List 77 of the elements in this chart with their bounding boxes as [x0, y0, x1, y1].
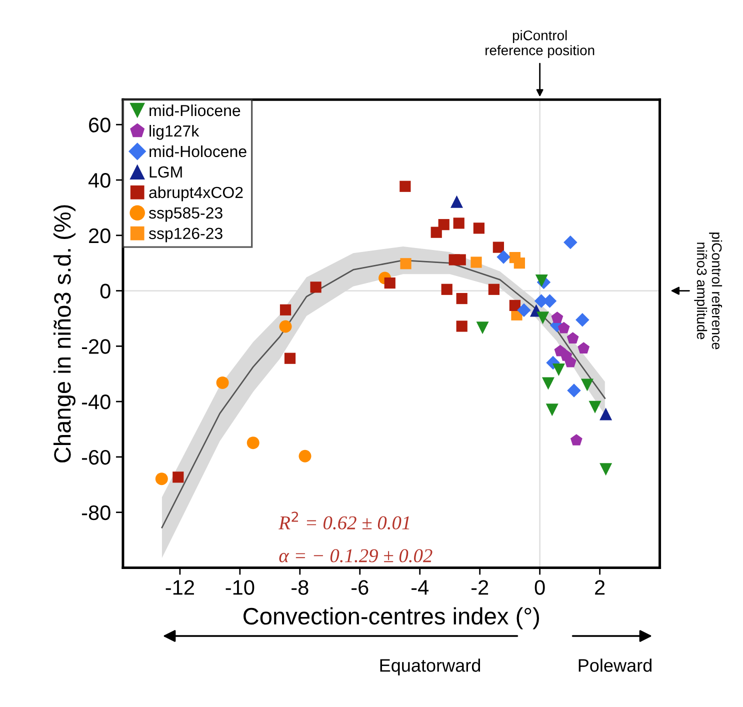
point [514, 258, 525, 269]
point [535, 274, 548, 288]
point [280, 304, 292, 316]
point [473, 222, 484, 234]
y-axis-title: Change in niño3 s.d. (%) [53, 205, 76, 462]
point [453, 218, 464, 229]
point [284, 352, 296, 364]
legend-label: ssp126-23 [148, 228, 222, 242]
x-tick-label: -4 [412, 580, 429, 595]
x-tick-label: -8 [292, 580, 308, 595]
point [576, 312, 590, 327]
x-tick-label: 0 [534, 580, 545, 595]
point [470, 256, 482, 268]
annotation: R$^{2}$ = 0.62 ± 0.01 [278, 512, 410, 530]
point [542, 377, 554, 390]
point [454, 254, 466, 266]
point [536, 312, 550, 324]
point [476, 322, 489, 334]
point [600, 408, 612, 420]
point [155, 472, 168, 486]
legend-label: mid-Pliocene [150, 104, 240, 116]
text: Equatorward [380, 658, 480, 676]
y-tick-label: 0 [100, 284, 110, 299]
legend-label: abrupt4xCO2 [149, 186, 243, 202]
point [298, 450, 312, 462]
legend-label: ssp585-23 [148, 207, 222, 222]
point [517, 303, 531, 318]
point [400, 258, 412, 270]
legend-label: lig127k [150, 124, 200, 140]
point [509, 300, 520, 312]
point [438, 219, 450, 230]
point [546, 404, 558, 416]
point [450, 195, 464, 208]
point [310, 282, 322, 293]
annotation: α = − 0.1.29 ± 0.02 [279, 549, 432, 562]
point [441, 284, 452, 295]
x-tick-label: -10 [226, 580, 254, 595]
point [551, 312, 564, 323]
point [384, 277, 396, 289]
y-tick-label: -80 [82, 505, 110, 520]
y-tick-label: -60 [82, 450, 110, 465]
y-tick-label: 20 [89, 228, 110, 244]
point [492, 242, 504, 253]
y-tick-label: -20 [82, 339, 110, 354]
point [552, 363, 565, 376]
y-tick-label: 60 [89, 118, 110, 132]
point [456, 292, 468, 304]
point [566, 332, 579, 344]
y-tick-label: -40 [82, 394, 110, 410]
point [400, 180, 411, 192]
point [570, 434, 582, 446]
point [456, 320, 468, 332]
point [588, 400, 602, 414]
point [564, 235, 578, 250]
x-axis-title: Convection-centres index (°) [244, 607, 539, 630]
point [246, 436, 260, 450]
x-tick-label: -2 [472, 580, 488, 595]
legend-label: mid-Holocene [150, 145, 246, 158]
point [279, 320, 292, 333]
text: Poleward [578, 658, 652, 672]
point [567, 384, 581, 398]
x-tick-label: -12 [166, 580, 194, 595]
ref-line-label: piControl reference niño3 amplitude [694, 232, 722, 350]
ref-line-label: piControl reference position [486, 30, 594, 58]
point [600, 463, 612, 476]
x-tick-label: -6 [352, 580, 368, 595]
point [558, 322, 570, 334]
point [564, 356, 576, 368]
point [496, 250, 510, 264]
legend-label: LGM [150, 166, 182, 178]
y-tick-label: 40 [88, 173, 110, 188]
x-tick-label: 2 [595, 580, 605, 595]
point [172, 472, 184, 483]
point [578, 342, 590, 354]
point [216, 376, 229, 389]
point [580, 378, 594, 392]
point [488, 284, 500, 295]
